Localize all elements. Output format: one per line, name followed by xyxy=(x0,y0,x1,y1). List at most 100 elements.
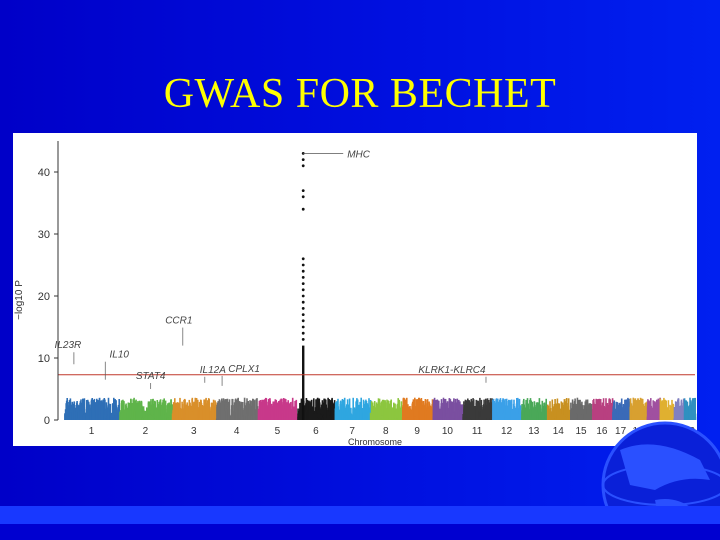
footer-bar xyxy=(0,506,720,524)
chromosome-9-point xyxy=(428,401,430,420)
chromosome-3-point xyxy=(195,418,197,420)
chromosome-3-point xyxy=(175,409,178,420)
chromosome-15-point xyxy=(585,413,588,420)
chromosome-4-point xyxy=(247,401,249,420)
chromosome-10-point xyxy=(438,418,440,420)
chromosome-4-point xyxy=(232,410,235,420)
chromosome-8-point xyxy=(384,400,386,420)
x-tick-label: 8 xyxy=(383,426,389,437)
chromosome-14-point xyxy=(562,415,565,420)
chromosome-2-point xyxy=(124,412,127,420)
chromosome-6-point xyxy=(309,417,312,420)
chromosome-20-point xyxy=(665,401,667,420)
chromosome-1-point xyxy=(98,403,101,420)
chromosome-3-point xyxy=(185,408,188,420)
peak-label: STAT4 xyxy=(136,371,166,382)
chromosome-1-point xyxy=(78,410,80,420)
chromosome-11-point xyxy=(464,412,466,420)
chromosome-1-point xyxy=(71,408,74,420)
chromosome-1-point xyxy=(87,401,90,420)
chromosome-6-point xyxy=(313,398,315,420)
chromosome-13-point xyxy=(539,404,542,420)
chromosome-11-point xyxy=(478,402,481,420)
chromosome-7-point xyxy=(358,418,360,420)
chromosome-3-point xyxy=(181,401,183,420)
chromosome-9-point xyxy=(413,400,415,420)
chromosome-8-point xyxy=(379,411,381,420)
chromosome-22-point xyxy=(689,397,691,420)
x-tick-label: 6 xyxy=(313,426,319,437)
chromosome-20-point xyxy=(671,412,673,420)
chromosome-2-point xyxy=(128,405,130,420)
chromosome-19-point xyxy=(648,415,650,420)
chromosome-16-point xyxy=(609,400,611,420)
chromosome-9-point xyxy=(416,400,418,420)
chromosome-4-point xyxy=(243,418,246,420)
chromosome-2-point xyxy=(120,413,123,420)
chromosome-8-point xyxy=(375,418,377,420)
chromosome-19-point xyxy=(653,412,655,420)
chromosome-10-point xyxy=(454,398,457,420)
chromosome-22-point xyxy=(690,410,692,420)
chromosome-5-point xyxy=(288,403,291,420)
chromosome-16-point xyxy=(592,403,594,420)
chromosome-2-point xyxy=(155,409,157,420)
chromosome-13-point xyxy=(544,418,546,420)
chromosome-15-point xyxy=(581,414,584,420)
chromosome-18-point xyxy=(639,412,642,420)
chromosome-8-point xyxy=(399,415,402,420)
chromosome-22-point xyxy=(684,410,686,420)
chromosome-10-point xyxy=(455,411,458,420)
chromosome-15-point xyxy=(572,416,574,420)
chromosome-7-point xyxy=(367,411,370,420)
chromosome-12-point xyxy=(507,406,509,420)
chromosome-12-point xyxy=(495,398,498,420)
chromosome-8-point xyxy=(386,408,388,420)
chromosome-4-point xyxy=(247,415,249,420)
peak-label: KLRK1-KLRC4 xyxy=(418,365,486,376)
chromosome-7-point xyxy=(343,397,346,420)
chromosome-2-point xyxy=(131,417,134,420)
chromosome-2-point xyxy=(161,415,163,420)
chromosome-5-point xyxy=(265,399,267,420)
chromosome-7-point xyxy=(363,410,365,420)
chromosome-15-point xyxy=(589,415,591,420)
chromosome-3-point xyxy=(193,408,196,420)
chromosome-17-point xyxy=(624,399,626,420)
chromosome-13-point xyxy=(545,398,547,420)
chromosome-10-point xyxy=(444,416,447,420)
chromosome-6-point xyxy=(318,402,321,420)
chromosome-2-point xyxy=(150,399,152,420)
chromosome-9-point xyxy=(429,412,431,420)
chromosome-17-point xyxy=(616,405,619,420)
chromosome-6-point xyxy=(316,398,319,420)
chromosome-7-point xyxy=(355,401,357,420)
chromosome-10-point xyxy=(432,416,435,420)
chromosome-4-point xyxy=(227,401,230,420)
chromosome-1-point xyxy=(91,403,94,420)
chromosome-4-point xyxy=(240,402,243,420)
chromosome-16-point xyxy=(597,414,600,420)
chromosome-10-point xyxy=(435,411,438,420)
chromosome-13-point xyxy=(538,412,541,420)
chromosome-1-point xyxy=(65,410,67,420)
chromosome-16-point xyxy=(610,405,613,420)
chromosome-1-point xyxy=(66,415,69,420)
chromosome-4-point xyxy=(245,418,248,420)
chromosome-12-point xyxy=(516,398,518,420)
chromosome-22-point xyxy=(688,417,690,420)
chromosome-17-point xyxy=(627,402,630,420)
chromosome-20-point xyxy=(667,407,669,420)
chromosome-10-point xyxy=(449,412,451,420)
chromosome-6-point xyxy=(306,399,309,420)
chromosome-1-point xyxy=(104,418,106,420)
chromosome-18-point xyxy=(633,407,635,420)
chromosome-1-point xyxy=(83,414,86,420)
chromosome-11-point xyxy=(474,406,476,420)
chromosome-2-point xyxy=(147,415,149,420)
chromosome-11-point xyxy=(480,399,483,420)
chromosome-21-point xyxy=(679,408,681,420)
chromosome-5-point xyxy=(279,417,282,420)
chromosome-13-point xyxy=(532,407,534,420)
peak-label: CPLX1 xyxy=(228,364,260,375)
